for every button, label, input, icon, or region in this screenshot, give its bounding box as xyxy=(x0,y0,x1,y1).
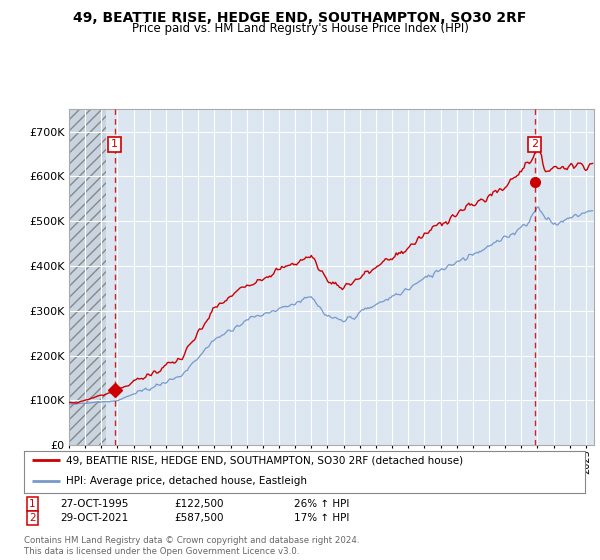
Text: 1: 1 xyxy=(29,499,35,509)
Text: 2: 2 xyxy=(29,513,35,523)
Text: HPI: Average price, detached house, Eastleigh: HPI: Average price, detached house, East… xyxy=(66,476,307,486)
Text: 1: 1 xyxy=(111,139,118,150)
Text: 49, BEATTIE RISE, HEDGE END, SOUTHAMPTON, SO30 2RF (detached house): 49, BEATTIE RISE, HEDGE END, SOUTHAMPTON… xyxy=(66,455,463,465)
Text: Contains HM Land Registry data © Crown copyright and database right 2024.
This d: Contains HM Land Registry data © Crown c… xyxy=(24,536,359,556)
Text: 26% ↑ HPI: 26% ↑ HPI xyxy=(294,499,349,509)
Text: Price paid vs. HM Land Registry's House Price Index (HPI): Price paid vs. HM Land Registry's House … xyxy=(131,22,469,35)
Text: 29-OCT-2021: 29-OCT-2021 xyxy=(60,513,128,523)
Text: 17% ↑ HPI: 17% ↑ HPI xyxy=(294,513,349,523)
Bar xyxy=(69,109,106,445)
Text: 27-OCT-1995: 27-OCT-1995 xyxy=(60,499,128,509)
Text: 49, BEATTIE RISE, HEDGE END, SOUTHAMPTON, SO30 2RF: 49, BEATTIE RISE, HEDGE END, SOUTHAMPTON… xyxy=(73,11,527,25)
Text: £122,500: £122,500 xyxy=(174,499,223,509)
Text: 2: 2 xyxy=(531,139,538,150)
Text: £587,500: £587,500 xyxy=(174,513,223,523)
